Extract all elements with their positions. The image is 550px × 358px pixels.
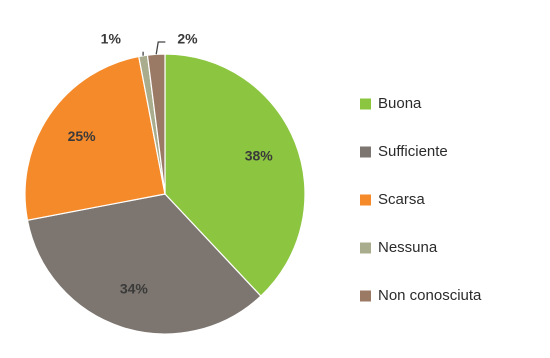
data-label-nessuna: 1% (101, 31, 122, 47)
data-label-non-conosciuta: 2% (177, 31, 198, 47)
leader-line-non-conosciuta (156, 42, 165, 54)
legend-swatch-buona (360, 99, 371, 110)
legend-swatch-nessuna (360, 243, 371, 254)
legend: Buona Sufficiente Scarsa Nessuna Non conosci… (360, 95, 482, 304)
pie-slices (25, 54, 305, 334)
legend-label-scarsa: Scarsa (378, 191, 425, 208)
data-label-buona: 38% (245, 148, 274, 164)
legend-label-buona: Buona (378, 95, 422, 112)
legend-swatch-sufficiente (360, 147, 371, 158)
legend-label-nessuna: Nessuna (378, 239, 438, 256)
legend-label-non-conosciuta: Non conosciuta (378, 287, 482, 304)
legend-swatch-scarsa (360, 195, 371, 206)
legend-label-sufficiente: Sufficiente (378, 143, 448, 160)
legend-swatch-non-conosciuta (360, 291, 371, 302)
data-label-sufficiente: 34% (120, 281, 149, 297)
data-label-scarsa: 25% (68, 128, 97, 144)
